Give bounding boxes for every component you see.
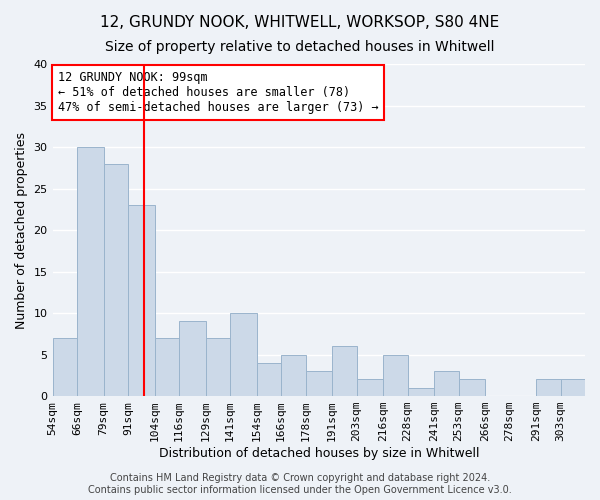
Bar xyxy=(407,388,434,396)
Bar xyxy=(77,147,104,396)
Bar xyxy=(53,338,77,396)
Bar xyxy=(536,380,560,396)
Bar xyxy=(434,371,458,396)
Text: 12, GRUNDY NOOK, WHITWELL, WORKSOP, S80 4NE: 12, GRUNDY NOOK, WHITWELL, WORKSOP, S80 … xyxy=(100,15,500,30)
Bar xyxy=(155,338,179,396)
Text: Contains HM Land Registry data © Crown copyright and database right 2024.
Contai: Contains HM Land Registry data © Crown c… xyxy=(88,474,512,495)
Bar xyxy=(383,354,407,396)
Bar xyxy=(281,354,305,396)
Text: Size of property relative to detached houses in Whitwell: Size of property relative to detached ho… xyxy=(105,40,495,54)
Bar xyxy=(179,322,206,396)
Bar xyxy=(332,346,356,396)
Bar xyxy=(458,380,485,396)
Y-axis label: Number of detached properties: Number of detached properties xyxy=(15,132,28,328)
Bar xyxy=(230,313,257,396)
Bar xyxy=(206,338,230,396)
Bar xyxy=(356,380,383,396)
Bar xyxy=(257,363,281,396)
X-axis label: Distribution of detached houses by size in Whitwell: Distribution of detached houses by size … xyxy=(158,447,479,460)
Bar xyxy=(305,371,332,396)
Bar xyxy=(560,380,585,396)
Text: 12 GRUNDY NOOK: 99sqm
← 51% of detached houses are smaller (78)
47% of semi-deta: 12 GRUNDY NOOK: 99sqm ← 51% of detached … xyxy=(58,70,379,114)
Bar xyxy=(104,164,128,396)
Bar xyxy=(128,205,155,396)
